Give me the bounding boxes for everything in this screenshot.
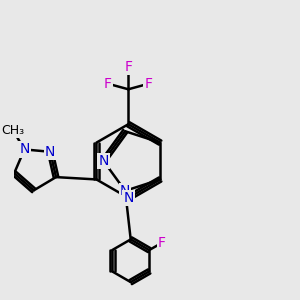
Text: N: N	[45, 145, 56, 159]
Text: N: N	[19, 142, 30, 156]
Text: N: N	[123, 191, 134, 205]
Text: CH₃: CH₃	[2, 124, 25, 137]
Text: N: N	[98, 154, 109, 168]
Text: F: F	[158, 236, 166, 250]
Text: N: N	[120, 184, 130, 198]
Text: F: F	[104, 77, 112, 91]
Text: F: F	[124, 60, 132, 74]
Text: F: F	[145, 77, 153, 91]
